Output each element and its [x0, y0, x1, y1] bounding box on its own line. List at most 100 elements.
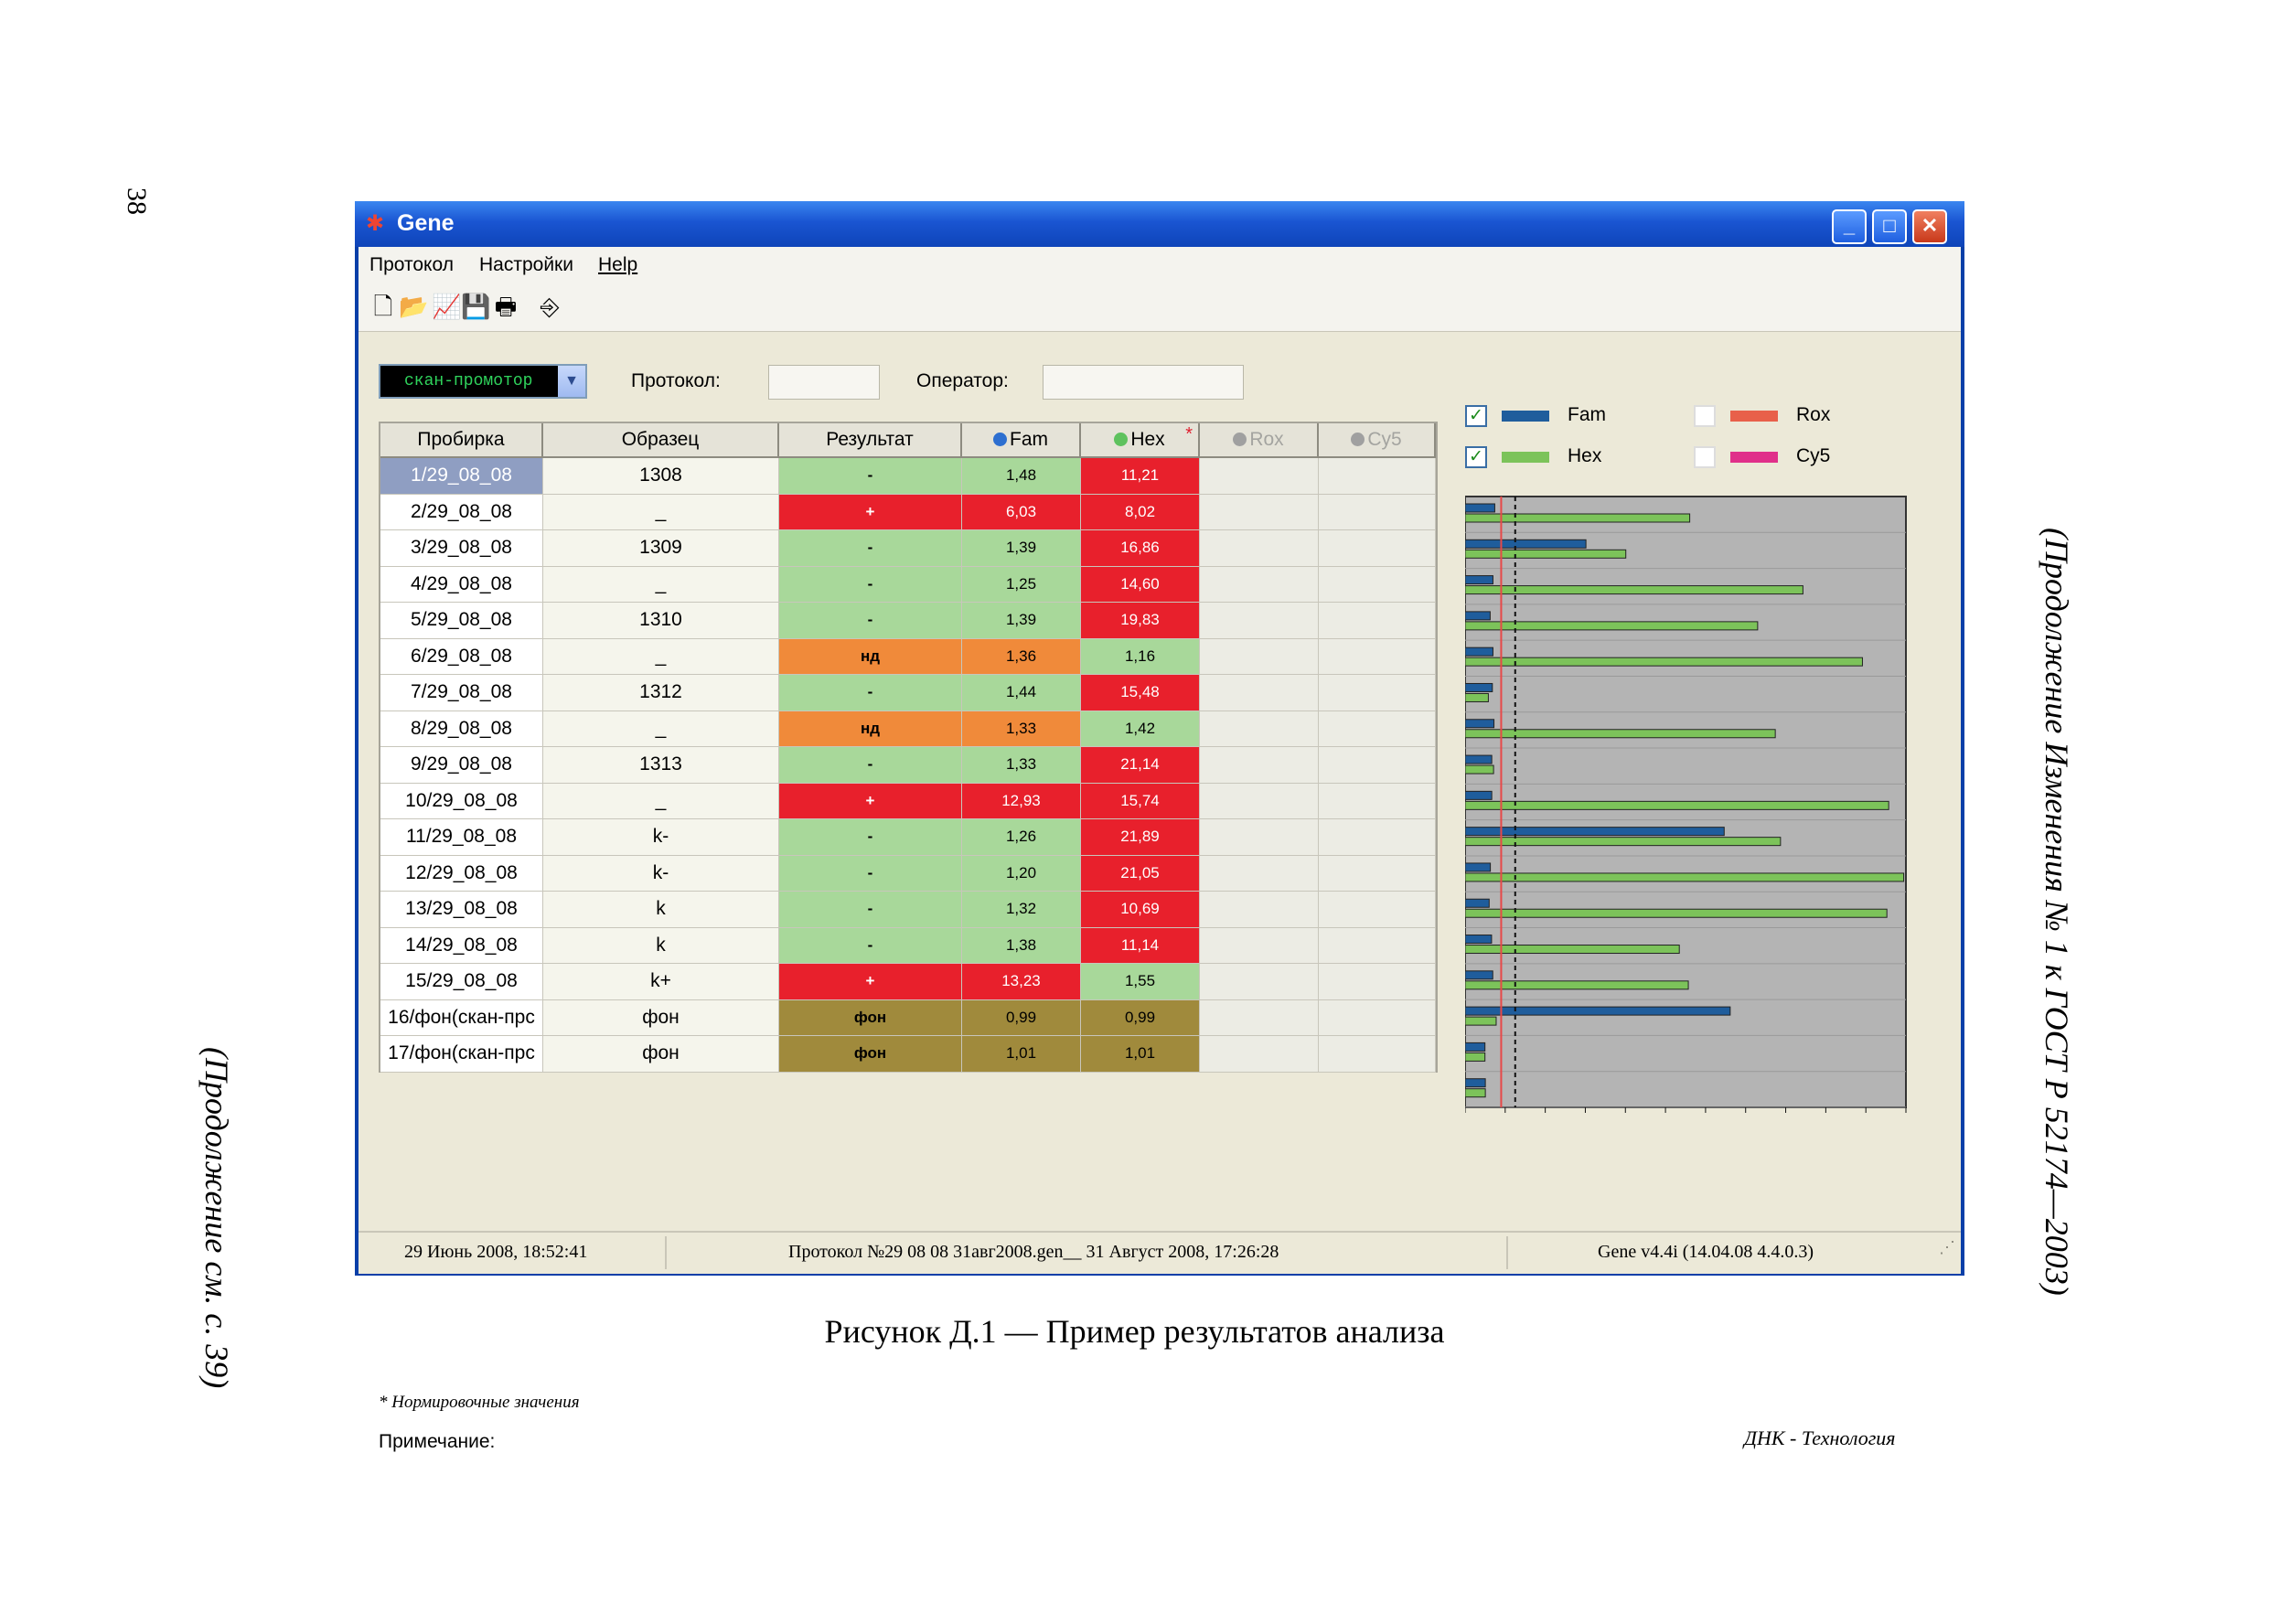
table-row[interactable]: 6/29_08_08 _ нд 1,36 1,16 — [380, 638, 1436, 675]
resize-grip-icon[interactable]: ⋰ — [1939, 1238, 1955, 1256]
protocol-field[interactable] — [768, 365, 880, 400]
gene-window: ✱ Gene _ □ ✕ Протокол Настройки Help 🗋 📂 📈… — [355, 201, 1964, 1452]
table-row[interactable]: 16/фон(скан-прс фон фон 0,99 0,99 — [380, 999, 1436, 1036]
rox-cell — [1200, 710, 1319, 747]
fam-bar — [1464, 503, 1495, 513]
fam-bar — [1464, 575, 1493, 585]
tube-cell: 8/29_08_08 — [380, 710, 543, 747]
x-tick-label: 0 — [1465, 1117, 1469, 1118]
print-icon[interactable]: 🖶 — [494, 293, 518, 320]
legend-checkbox-rox[interactable] — [1694, 405, 1716, 427]
fam-bar — [1464, 827, 1725, 837]
x-tick-label: 18 — [1818, 1117, 1833, 1118]
table-row[interactable]: 5/29_08_08 1310-1,39 19,83 — [380, 603, 1436, 639]
fluorescence-chart: 0 2 4 6 8 10 12 14 16 18 20 22 ✓ Fam ✓ Hex Rox Cy5 — [1461, 387, 1941, 1133]
maximize-button[interactable]: □ — [1872, 209, 1907, 244]
menu-bar: Протокол Настройки Help — [359, 247, 1961, 283]
brand-logo: ДНК - Технология — [1744, 1426, 1896, 1449]
channel-dot-icon — [1233, 433, 1247, 446]
result-cell: - — [779, 819, 962, 856]
table-row[interactable]: 14/29_08_08 k -1,38 11,14 — [380, 927, 1436, 964]
hex-cell: 10,69 — [1081, 892, 1200, 928]
cy5-cell — [1319, 855, 1436, 892]
sample-cell: _ — [543, 494, 779, 530]
title-bar[interactable]: ✱ Gene _ □ ✕ — [355, 201, 1964, 247]
col-fam-header[interactable]: Fam — [962, 423, 1081, 458]
fam-bar — [1464, 862, 1492, 872]
sample-cell: 1310 — [543, 603, 779, 639]
result-cell: - — [779, 530, 962, 567]
table-row[interactable]: 7/29_08_08 1312-1,44 15,48 — [380, 675, 1436, 711]
menu-help[interactable]: Help — [598, 254, 638, 275]
result-cell: нд — [779, 638, 962, 675]
chart-icon[interactable]: 📈 — [432, 293, 462, 320]
hex-bar — [1464, 872, 1905, 882]
status-bar: 29 Июнь 2008, 18:52:41 Протокол №29 08 0… — [359, 1231, 1961, 1274]
col-tube-header-label: Пробирка — [417, 429, 505, 450]
fam-cell: 1,32 — [962, 892, 1081, 928]
table-row[interactable]: 9/29_08_08 1313-1,33 21,14 — [380, 747, 1436, 784]
legend-checkbox-cy5[interactable] — [1694, 446, 1716, 468]
result-cell: - — [779, 855, 962, 892]
table-row[interactable]: 4/29_08_08 _ -1,25 14,60 — [380, 566, 1436, 603]
fam-bar — [1464, 646, 1493, 657]
mode-select[interactable]: скан-промотор ▼ — [379, 364, 587, 399]
tube-cell: 10/29_08_08 — [380, 783, 543, 819]
close-button[interactable]: ✕ — [1912, 209, 1947, 244]
table-row[interactable]: 2/29_08_08 _ +6,03 8,02 — [380, 494, 1436, 530]
open-folder-icon[interactable]: 📂 — [399, 293, 429, 320]
hex-bar — [1464, 549, 1627, 559]
table-row[interactable]: 15/29_08_08 k+ +13,23 1,55 — [380, 964, 1436, 1000]
figure-caption: Рисунок Д.1 — Пример результатов анализа — [824, 1313, 1445, 1350]
table-row[interactable]: 12/29_08_08 k- -1,20 21,05 — [380, 855, 1436, 892]
main-panel: скан-промотор ▼ Протокол: Оператор: Проб… — [359, 332, 1961, 1452]
rox-cell — [1200, 747, 1319, 784]
col-result-header[interactable]: Результат — [779, 423, 962, 458]
fam-bar — [1464, 1042, 1486, 1052]
minimize-button[interactable]: _ — [1832, 209, 1867, 244]
result-cell: - — [779, 458, 962, 495]
normalization-note: * Нормировочные значения — [379, 1393, 580, 1412]
sample-cell: _ — [543, 566, 779, 603]
amendment-header: (Продолжение Изменения № 1 к ГОСТ Р 5217… — [2039, 528, 2075, 1296]
hex-bar — [1464, 1088, 1486, 1098]
tube-cell: 11/29_08_08 — [380, 819, 543, 856]
status-separator — [665, 1236, 667, 1269]
new-file-icon[interactable]: 🗋 — [373, 293, 393, 320]
table-row[interactable]: 8/29_08_08 _ нд 1,33 1,42 — [380, 710, 1436, 747]
result-cell: фон — [779, 999, 962, 1036]
table-row[interactable]: 13/29_08_08 k -1,32 10,69 — [380, 892, 1436, 928]
col-rox-header-label: Rox — [1249, 429, 1284, 450]
hex-cell: 1,16 — [1081, 638, 1200, 675]
table-row[interactable]: 17/фон(скан-прс фон фон 1,01 1,01 — [380, 1036, 1436, 1073]
col-hex-header[interactable]: Hex * — [1081, 423, 1200, 458]
cy5-cell — [1319, 927, 1436, 964]
channel-dot-icon — [993, 433, 1007, 446]
menu-protocol[interactable]: Протокол — [369, 254, 454, 275]
hex-cell: 8,02 — [1081, 494, 1200, 530]
hex-cell: 21,89 — [1081, 819, 1200, 856]
legend-swatch-rox — [1730, 411, 1778, 422]
table-row[interactable]: 11/29_08_08 k- -1,26 21,89 — [380, 819, 1436, 856]
col-rox-header[interactable]: Rox — [1200, 423, 1319, 458]
fam-cell: 1,33 — [962, 747, 1081, 784]
hex-normalization-marker: * — [1185, 424, 1193, 444]
fam-cell: 1,39 — [962, 530, 1081, 567]
operator-field[interactable] — [1043, 365, 1244, 400]
save-icon[interactable]: 💾 — [461, 293, 491, 320]
tube-cell: 2/29_08_08 — [380, 494, 543, 530]
menu-settings[interactable]: Настройки — [479, 254, 573, 275]
col-sample-header[interactable]: Образец — [543, 423, 779, 458]
table-row[interactable]: 1/29_08_08 1308-1,48 11,21 — [380, 458, 1436, 495]
col-cy5-header[interactable]: Cy5 — [1319, 423, 1436, 458]
exit-icon[interactable]: ⎆ — [540, 293, 560, 320]
result-cell: - — [779, 675, 962, 711]
table-row[interactable]: 10/29_08_08 _ +12,93 15,74 — [380, 783, 1436, 819]
chevron-down-icon[interactable]: ▼ — [558, 366, 585, 397]
x-tick-label: 2 — [1502, 1117, 1509, 1118]
fam-cell: 1,25 — [962, 566, 1081, 603]
table-row[interactable]: 3/29_08_08 1309-1,39 16,86 — [380, 530, 1436, 567]
col-tube-header[interactable]: Пробирка — [380, 423, 543, 458]
legend-checkbox-fam[interactable]: ✓ — [1465, 405, 1487, 427]
legend-checkbox-hex[interactable]: ✓ — [1465, 446, 1487, 468]
